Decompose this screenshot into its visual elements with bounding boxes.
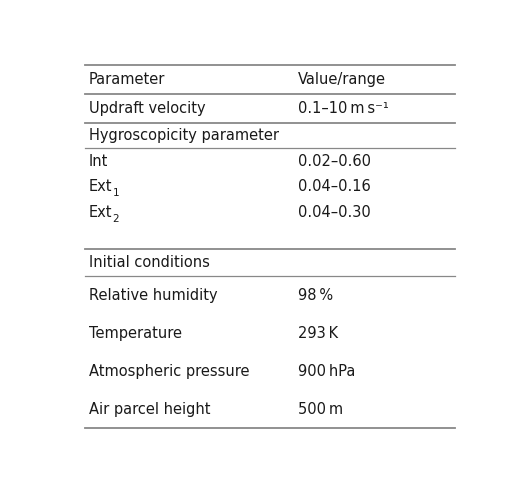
- Text: 2: 2: [113, 214, 119, 224]
- Text: 500 m: 500 m: [298, 402, 343, 416]
- Text: Int: Int: [89, 154, 108, 169]
- Text: 900 hPa: 900 hPa: [298, 364, 356, 379]
- Text: Temperature: Temperature: [89, 326, 182, 341]
- Text: Parameter: Parameter: [89, 72, 166, 87]
- Text: Value/range: Value/range: [298, 72, 386, 87]
- Text: 0.1–10 m s⁻¹: 0.1–10 m s⁻¹: [298, 101, 389, 116]
- Text: 0.04–0.30: 0.04–0.30: [298, 205, 371, 220]
- Text: 98 %: 98 %: [298, 288, 333, 303]
- Text: Relative humidity: Relative humidity: [89, 288, 217, 303]
- Text: Updraft velocity: Updraft velocity: [89, 101, 206, 116]
- Text: Ext: Ext: [89, 205, 113, 220]
- Text: 0.02–0.60: 0.02–0.60: [298, 154, 371, 169]
- Text: 0.04–0.16: 0.04–0.16: [298, 179, 371, 194]
- Text: 1: 1: [113, 188, 119, 198]
- Text: 293 K: 293 K: [298, 326, 338, 341]
- Text: Ext: Ext: [89, 179, 113, 194]
- Text: Air parcel height: Air parcel height: [89, 402, 211, 416]
- Text: Atmospheric pressure: Atmospheric pressure: [89, 364, 250, 379]
- Text: Hygroscopicity parameter: Hygroscopicity parameter: [89, 128, 279, 143]
- Text: Initial conditions: Initial conditions: [89, 255, 210, 270]
